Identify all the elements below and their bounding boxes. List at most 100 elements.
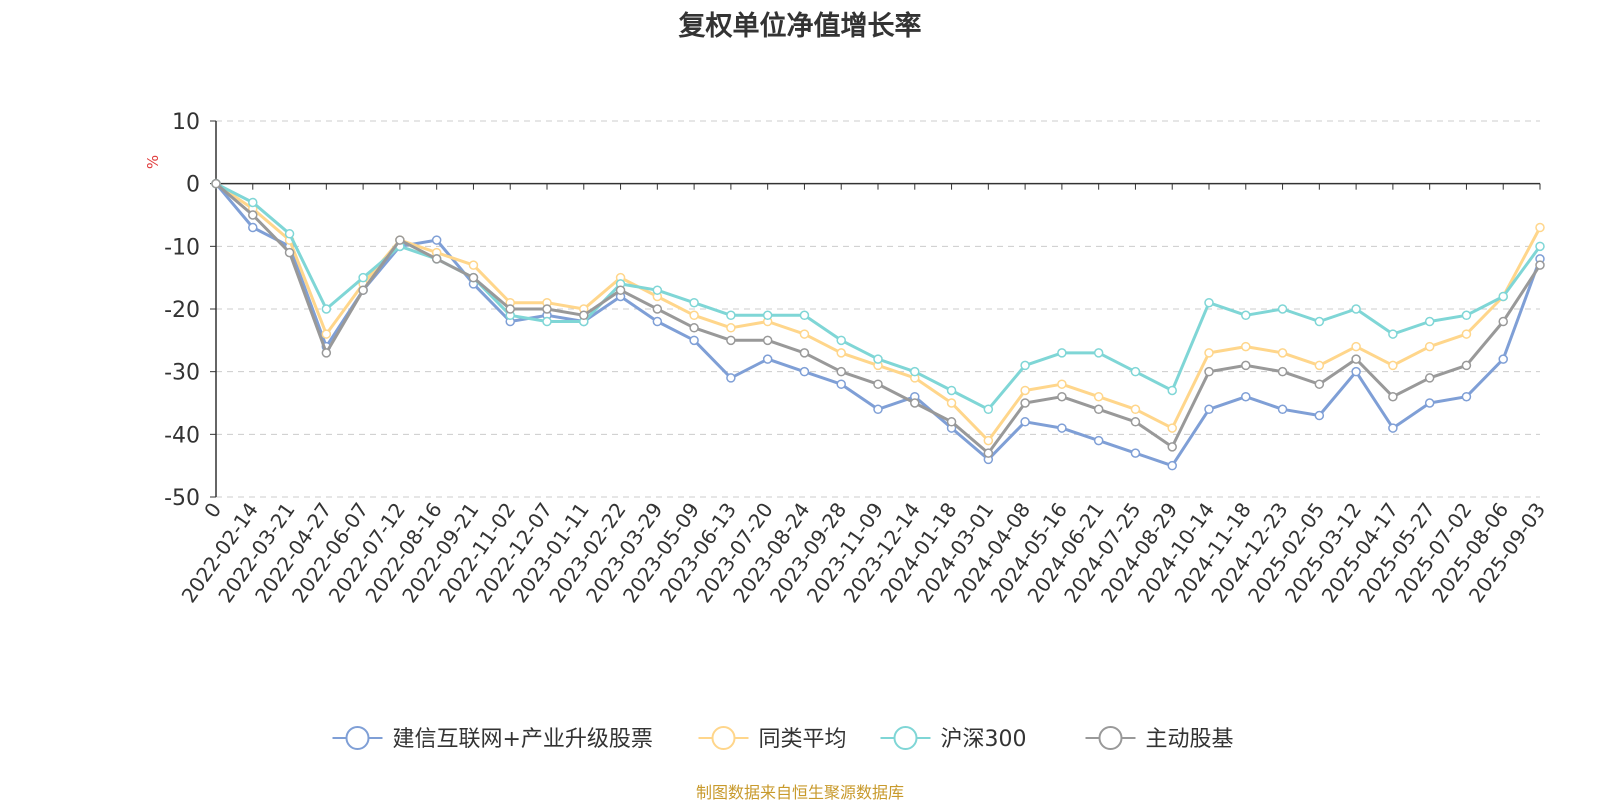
data-point — [1277, 304, 1288, 314]
data-point — [1277, 366, 1288, 377]
series-4 — [211, 178, 1545, 458]
data-point — [1461, 310, 1472, 321]
data-point — [1241, 341, 1251, 352]
data-point — [1241, 391, 1251, 402]
data-point — [284, 229, 295, 239]
data-point — [1424, 373, 1435, 383]
data-point — [873, 379, 883, 389]
legend-label: 同类平均 — [759, 727, 847, 752]
data-point — [468, 260, 479, 270]
chart-title: 复权单位净值增长率 — [678, 11, 922, 42]
data-point — [284, 247, 295, 258]
data-point — [1388, 329, 1398, 339]
data-point — [248, 197, 258, 208]
data-point — [1241, 360, 1251, 371]
data-point — [836, 379, 846, 389]
data-point — [799, 329, 810, 339]
data-point — [1130, 417, 1141, 427]
data-point — [689, 335, 699, 346]
data-point — [1057, 423, 1067, 433]
data-point — [1498, 354, 1508, 364]
legend-marker-icon — [893, 726, 918, 750]
data-point — [1351, 341, 1361, 352]
data-point — [1277, 404, 1288, 415]
data-point — [726, 310, 736, 321]
data-point — [1057, 348, 1067, 358]
data-point — [1204, 348, 1214, 358]
data-point — [1498, 316, 1508, 327]
data-point — [1424, 341, 1435, 352]
data-point — [873, 404, 883, 415]
data-point — [873, 354, 883, 364]
data-point — [689, 297, 699, 308]
data-point — [431, 235, 442, 245]
legend-marker-icon — [1098, 726, 1123, 750]
data-point — [321, 304, 332, 314]
grid-layer — [216, 120, 1540, 498]
legend-marker-icon — [711, 726, 736, 750]
data-point — [726, 335, 736, 346]
data-point — [1424, 316, 1435, 327]
data-point — [1167, 385, 1177, 396]
data-point — [1020, 385, 1030, 396]
data-point — [468, 272, 479, 283]
y-tick-label: -10 — [164, 235, 200, 260]
data-point — [1057, 391, 1067, 402]
data-point — [1130, 448, 1141, 458]
legend-item-2[interactable]: 同类平均 — [698, 726, 847, 752]
data-point — [762, 310, 773, 321]
data-point — [505, 304, 515, 314]
legend-item-4[interactable]: 主动股基 — [1085, 726, 1234, 752]
data-point — [248, 222, 258, 233]
data-point — [1314, 360, 1325, 371]
data-point — [1167, 423, 1177, 433]
data-point — [321, 329, 332, 339]
data-point — [910, 398, 920, 408]
data-point — [1167, 460, 1177, 471]
series-3 — [211, 178, 1545, 415]
data-point — [1093, 435, 1104, 446]
series-line — [215, 182, 1542, 411]
series-line — [214, 182, 1542, 468]
data-point — [1461, 360, 1472, 371]
data-point — [1020, 417, 1030, 427]
data-point — [1167, 442, 1177, 452]
data-point — [321, 348, 332, 358]
data-point — [1277, 348, 1288, 358]
data-point — [542, 316, 552, 327]
data-point — [836, 366, 846, 377]
data-point — [542, 304, 552, 314]
y-tick-label: -20 — [164, 298, 200, 323]
data-point — [1424, 398, 1435, 408]
data-point — [762, 354, 773, 364]
data-point — [799, 310, 810, 321]
data-point — [1314, 410, 1325, 421]
data-point — [1204, 366, 1214, 377]
legend-item-3[interactable]: 沪深300 — [880, 726, 1027, 752]
legend-marker-icon — [345, 726, 370, 750]
legend[interactable]: 建信互联网+产业升级股票 同类平均 沪深300 主动股基 — [332, 726, 1234, 752]
data-point — [983, 435, 994, 446]
data-point — [1461, 329, 1472, 339]
data-point — [431, 254, 442, 264]
data-point — [1204, 297, 1214, 308]
y-tick-label: 10 — [172, 110, 200, 135]
data-point — [1461, 391, 1472, 402]
data-point — [1020, 360, 1030, 371]
series-1 — [211, 178, 1545, 471]
y-axis-unit: % — [144, 155, 162, 169]
data-point — [1351, 354, 1361, 364]
source-note: 制图数据来自恒生聚源数据库 — [695, 783, 904, 802]
data-point — [652, 304, 663, 314]
legend-item-1[interactable]: 建信互联网+产业升级股票 — [332, 726, 653, 752]
data-point — [836, 335, 846, 346]
y-tick-label: -40 — [164, 423, 200, 448]
data-point — [1057, 379, 1067, 389]
legend-label: 主动股基 — [1146, 727, 1234, 752]
data-point — [910, 366, 920, 377]
y-tick-label: 0 — [186, 173, 200, 198]
data-point — [1130, 366, 1141, 377]
y-tick-label: -30 — [164, 361, 200, 386]
data-point — [1351, 304, 1361, 314]
